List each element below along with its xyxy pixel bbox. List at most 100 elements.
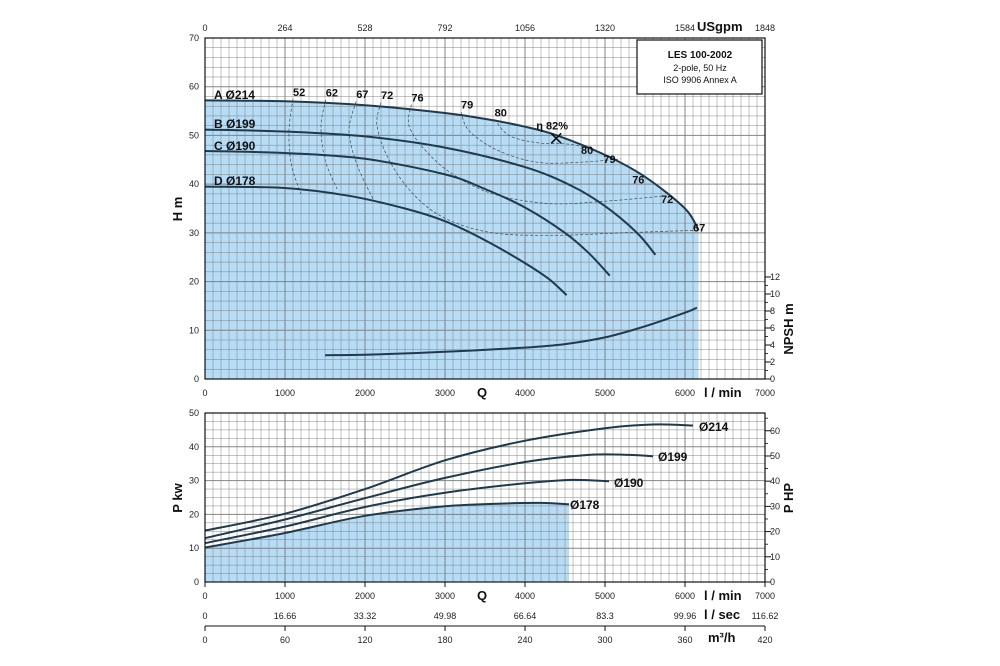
npsh-tick-label: 8 <box>770 306 775 316</box>
hp-tick-label: 60 <box>770 426 780 436</box>
m3h-tick-label: 180 <box>437 635 452 645</box>
y-tick-label: 10 <box>189 325 199 335</box>
efficiency-iso-line <box>407 104 662 205</box>
efficiency-label: 76 <box>411 92 423 104</box>
m3h-tick-label: 420 <box>757 635 772 645</box>
x-tick-label: 1000 <box>275 591 295 601</box>
power-curve-label: Ø178 <box>570 498 600 512</box>
hp-tick-label: 0 <box>770 577 775 587</box>
power-curve-line <box>204 478 610 545</box>
head-grid <box>205 38 765 379</box>
hp-tick-label: 30 <box>770 501 780 511</box>
usgpm-tick-label: 1056 <box>515 23 535 33</box>
x-tick-label: 3000 <box>435 591 455 601</box>
power-curve-line <box>204 501 570 549</box>
usgpm-axis-title: USgpm <box>697 19 743 34</box>
lsec-tick-label: 66.64 <box>514 611 537 621</box>
head-curve-line <box>204 150 611 277</box>
power-curves <box>204 423 694 549</box>
y-tick-label: 50 <box>189 408 199 418</box>
lmin-unit-bottom: l / min <box>704 588 742 603</box>
efficiency-label: 52 <box>293 87 305 99</box>
head-curve-line <box>204 99 700 231</box>
m3h-tick-label: 300 <box>597 635 612 645</box>
lsec-tick-label: 33.32 <box>354 611 377 621</box>
head-frame <box>204 37 766 380</box>
power-curve-label: Ø214 <box>699 420 729 434</box>
y-tick-label: 40 <box>189 179 199 189</box>
usgpm-tick-label: 1584 <box>675 23 695 33</box>
head-axis-title: H m <box>170 197 185 222</box>
head-operating-area <box>205 100 699 379</box>
y-tick-label: 0 <box>194 577 199 587</box>
efficiency-label: η 82% <box>536 121 568 133</box>
head-curve-line <box>204 185 568 296</box>
power-curve-label: Ø190 <box>614 476 644 490</box>
head-fill-area <box>205 100 699 379</box>
y-tick-label: 40 <box>189 442 199 452</box>
lsec-tick-label: 49.98 <box>434 611 457 621</box>
x-tick-label: 2000 <box>355 591 375 601</box>
x-tick-label: 7000 <box>755 388 775 398</box>
efficiency-iso-line <box>460 111 622 164</box>
usgpm-tick-label: 792 <box>437 23 452 33</box>
head-curve-label: A Ø214 <box>214 88 255 102</box>
efficiency-iso-line <box>320 99 338 190</box>
usgpm-tick-label: 0 <box>202 23 207 33</box>
y-tick-label: 60 <box>189 82 199 92</box>
npsh-tick-label: 2 <box>770 357 775 367</box>
head-curve-line <box>204 128 657 256</box>
hp-tick-label: 50 <box>770 451 780 461</box>
info-line1: 2-pole, 50 Hz <box>673 63 727 73</box>
efficiency-label: 79 <box>461 100 473 112</box>
power-hp-axis-title: P HP <box>781 483 796 513</box>
efficiency-label: 72 <box>661 194 673 206</box>
efficiency-label: 62 <box>326 88 338 100</box>
usgpm-tick-label: 1320 <box>595 23 615 33</box>
x-tick-label: 5000 <box>595 591 615 601</box>
head-curve-labels: A Ø214 B Ø199 C Ø190 D Ø178 52 62 67 72 76 79 80 η … <box>214 87 705 234</box>
hp-tick-label: 20 <box>770 527 780 537</box>
npsh-tick-label: 10 <box>770 289 780 299</box>
power-curve-labels: Ø214 Ø199 Ø190 Ø178 <box>570 420 729 512</box>
hp-tick-label: 10 <box>770 552 780 562</box>
head-curve-label: C Ø190 <box>214 139 256 153</box>
npsh-tick-label: 6 <box>770 323 775 333</box>
efficiency-iso-line <box>348 101 374 199</box>
y-tick-label: 0 <box>194 374 199 384</box>
power-curve-line <box>204 453 654 540</box>
npsh-curve-line <box>324 306 698 357</box>
npsh-axis-title: NPSH m <box>781 303 796 354</box>
hp-tick-label: 40 <box>770 476 780 486</box>
efficiency-label: 79 <box>603 154 615 166</box>
efficiency-label: 72 <box>381 90 393 102</box>
power-curve-label: Ø199 <box>658 450 688 464</box>
y-tick-label: 50 <box>189 130 199 140</box>
y-tick-label: 10 <box>189 543 199 553</box>
usgpm-tick-label: 1848 <box>755 23 775 33</box>
lsec-tick-label: 16.66 <box>274 611 297 621</box>
m3h-tick-label: 240 <box>517 635 532 645</box>
lsec-tick-label: 0 <box>202 611 207 621</box>
usgpm-tick-label: 528 <box>357 23 372 33</box>
npsh-tick-label: 0 <box>770 374 775 384</box>
y-tick-label: 70 <box>189 33 199 43</box>
power-grid <box>205 413 765 582</box>
lsec-tick-label: 116.62 <box>752 611 779 621</box>
m3h-unit: m³/h <box>708 630 736 645</box>
info-box: LES 100-2002 2-pole, 50 Hz ISO 9906 Anne… <box>636 39 763 95</box>
npsh-tick-label: 12 <box>770 272 780 282</box>
x-tick-label: 4000 <box>515 591 535 601</box>
power-curve-line <box>204 423 694 532</box>
efficiency-label: 80 <box>581 145 593 157</box>
y-tick-label: 20 <box>189 277 199 287</box>
lmin-unit-top: l / min <box>704 385 742 400</box>
power-kw-axis-title: P kw <box>170 482 185 512</box>
m3h-tick-label: 120 <box>357 635 372 645</box>
efficiency-iso-line <box>494 119 594 150</box>
x-tick-label: 0 <box>202 388 207 398</box>
y-tick-label: 30 <box>189 228 199 238</box>
x-tick-label: 7000 <box>755 591 775 601</box>
